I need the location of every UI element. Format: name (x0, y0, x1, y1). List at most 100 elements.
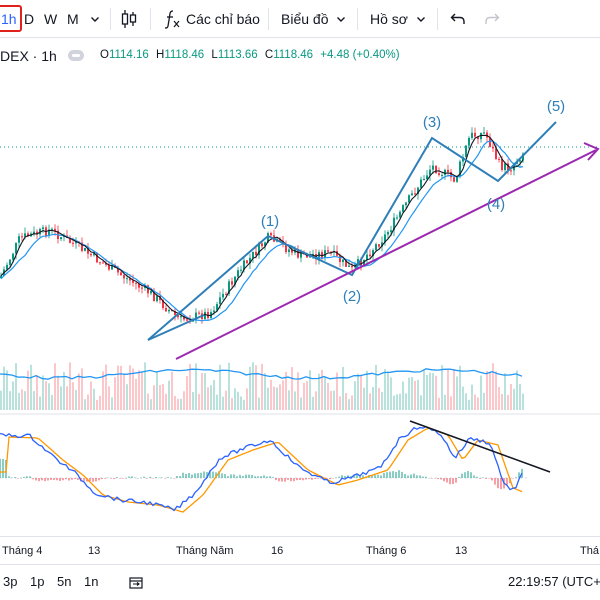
volume-bar (378, 388, 380, 410)
macd-hist-bar (122, 478, 124, 479)
volume-bar (9, 391, 11, 410)
macd-divergence-line[interactable] (409, 420, 551, 473)
volume-bar (381, 392, 383, 410)
volume-bar (306, 381, 308, 410)
volume-bar (0, 390, 2, 410)
time-label: Tháng 4 (2, 545, 43, 557)
interval-1h-button[interactable]: 1h (0, 5, 22, 32)
candle-body (195, 312, 197, 320)
symbol-name[interactable]: DEX · 1h (0, 48, 57, 64)
volume-bar (225, 390, 227, 410)
volume-bar (54, 363, 56, 410)
chart-type-button[interactable]: Biểu đồ (281, 5, 346, 32)
candle-body (33, 231, 35, 234)
macd-hist-bar (416, 475, 418, 478)
candle-body (240, 269, 242, 271)
volume-bar (345, 393, 347, 410)
macd-hist-bar (422, 476, 424, 478)
range-1n-button[interactable]: 1n (84, 574, 99, 589)
volume-bar (303, 382, 305, 410)
macd-hist-bar (221, 473, 223, 478)
candle-body (396, 217, 398, 219)
candle-body (489, 137, 491, 147)
chart-style-button[interactable] (120, 5, 138, 32)
macd-hist-bar (359, 476, 361, 478)
macd-hist-bar (443, 478, 445, 482)
range-5n-button[interactable]: 5n (57, 574, 72, 589)
candle-body (459, 161, 461, 176)
macd-hist-bar (311, 478, 313, 480)
interval-d-button[interactable]: D (24, 5, 34, 32)
macd-hist-bar (458, 476, 460, 478)
time-axis[interactable]: Tháng 4 13 Tháng Năm 16 Tháng 6 13 Thá (0, 536, 600, 564)
candle-body (507, 163, 509, 171)
date-range-icon[interactable] (128, 575, 144, 591)
macd-hist-bar (455, 478, 457, 483)
macd-hist-bar (314, 478, 316, 479)
legend-toggle-button[interactable] (68, 50, 84, 61)
range-1p-button[interactable]: 1p (30, 574, 45, 589)
volume-bar (495, 371, 497, 410)
wave-2-label: (2) (343, 288, 361, 305)
volume-bar (513, 388, 515, 410)
volume-bar (192, 392, 194, 410)
candle-body (405, 202, 407, 206)
interval-m-button[interactable]: M (67, 5, 79, 32)
volume-bar (516, 370, 518, 410)
indicators-button[interactable]: Các chỉ báo (163, 5, 260, 32)
macd-hist-bar (320, 478, 322, 479)
candle-body (213, 310, 215, 313)
undo-button[interactable] (450, 5, 466, 32)
wave-3-label: (3) (423, 114, 441, 131)
volume-bar (315, 391, 317, 410)
volume-bar (336, 372, 338, 410)
volume-bar (441, 365, 443, 410)
price-chart[interactable]: (1) (2) (3) (4) (5) (0, 38, 600, 536)
macd-hist-bar (113, 478, 115, 480)
macd-hist-bar (50, 478, 52, 480)
interval-w-button[interactable]: W (44, 5, 57, 32)
candle-body (519, 160, 521, 162)
candle-body (84, 248, 86, 251)
volume-bar (27, 370, 29, 410)
clock-display[interactable]: 22:19:57 (UTC+ (508, 574, 600, 589)
macd-hist-bar (512, 478, 514, 479)
toolbar-divider (357, 8, 358, 30)
candle-body (138, 283, 140, 288)
candle-body (99, 262, 101, 264)
interval-1h-label: 1h (1, 10, 17, 27)
macd-hist-bar (158, 477, 160, 479)
symbol-legend: DEX · 1h (0, 47, 57, 65)
macd-hist-bar (131, 476, 133, 478)
trend-arrow-icon (583, 142, 600, 161)
interval-dropdown-button[interactable] (90, 5, 100, 32)
macd-hist-bar (200, 472, 202, 478)
candle-body (27, 233, 29, 237)
candle-body (261, 243, 263, 247)
volume-bar (339, 396, 341, 410)
macd-hist-bar (41, 478, 43, 481)
range-3p-button[interactable]: 3p (3, 574, 18, 589)
macd-hist-bar (386, 472, 388, 478)
volume-bar (78, 373, 80, 410)
macd-hist-bar (11, 477, 13, 479)
macd-hist-bar (194, 473, 196, 478)
trend-line[interactable] (175, 149, 597, 360)
volume-bar (66, 386, 68, 410)
low-label: L (211, 49, 218, 61)
elliott-wave-line[interactable] (147, 121, 557, 341)
redo-button[interactable] (484, 5, 500, 32)
macd-hist-bar (0, 458, 1, 478)
candle-body (180, 316, 182, 318)
macd-hist-bar (203, 471, 205, 478)
candle-body (225, 293, 227, 295)
macd-hist-bar (284, 478, 286, 482)
volume-bar (312, 396, 314, 410)
candle-body (423, 179, 425, 181)
profile-button[interactable]: Hồ sơ (370, 5, 426, 32)
volume-bar (354, 381, 356, 410)
macd-hist-bar (35, 478, 37, 481)
candle-body (510, 170, 512, 172)
candle-body (300, 251, 302, 258)
macd-hist-bar (335, 477, 337, 479)
